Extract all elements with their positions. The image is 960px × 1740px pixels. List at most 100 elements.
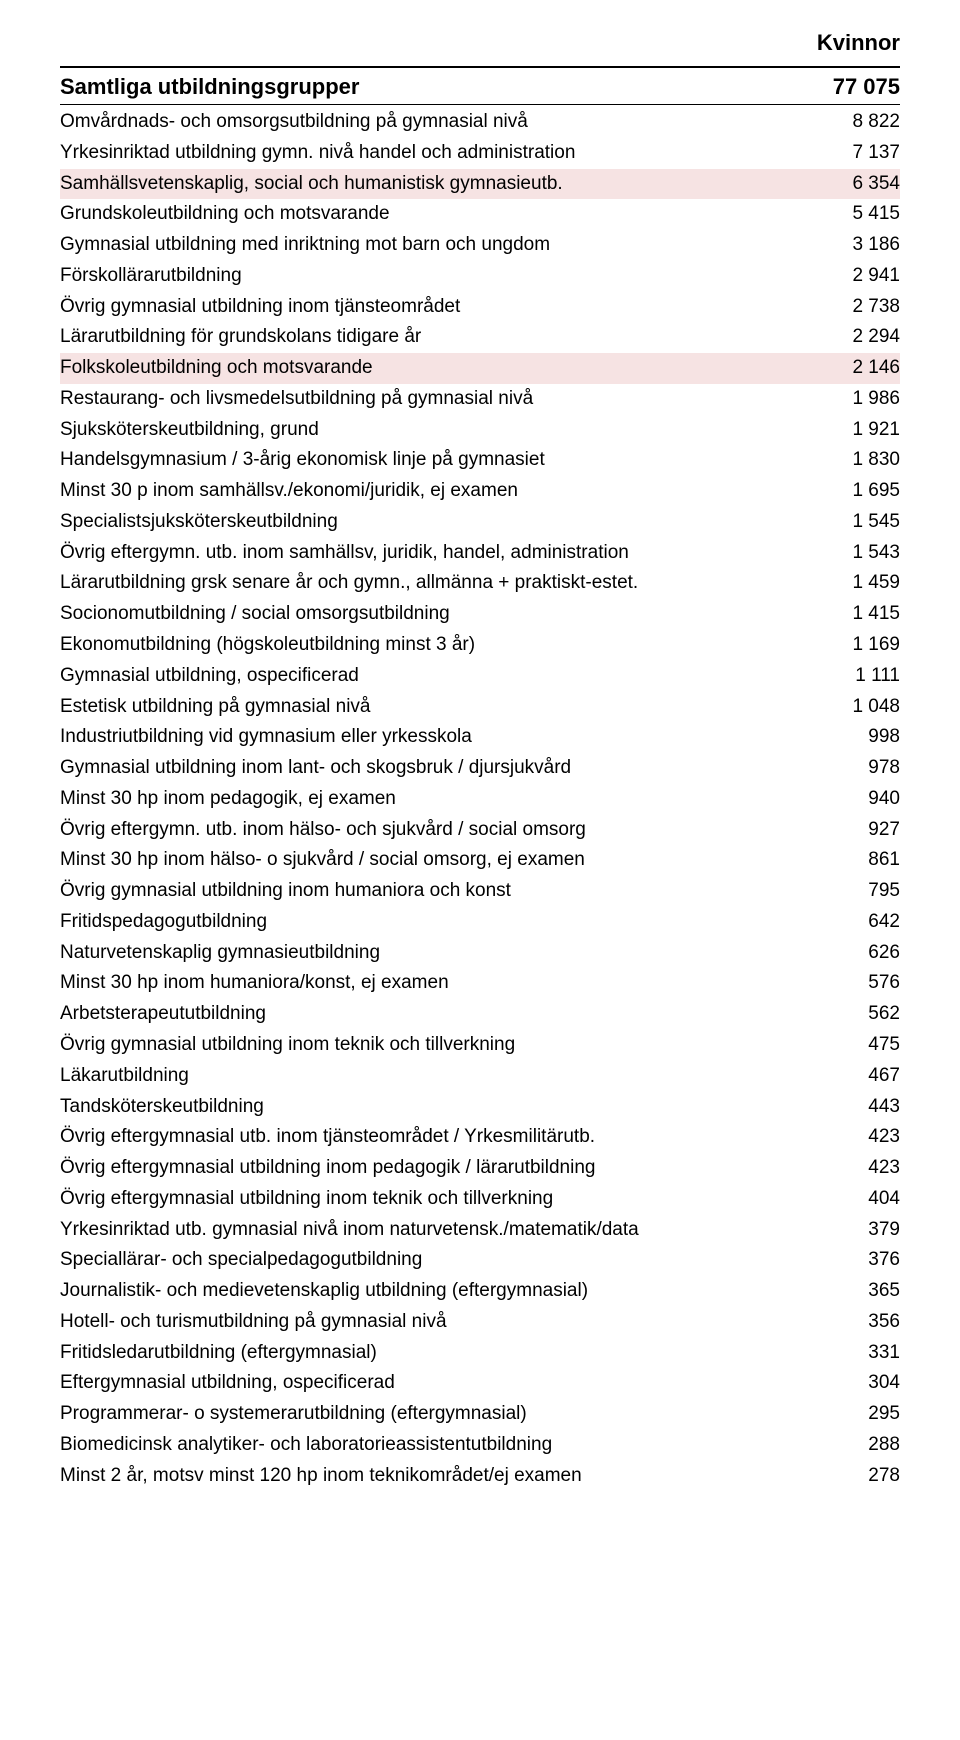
row-value: 1 543 — [820, 538, 900, 569]
row-value: 1 459 — [820, 568, 900, 599]
row-label: Yrkesinriktad utbildning gymn. nivå hand… — [60, 138, 820, 169]
table-row: Folkskoleutbildning och motsvarande2 146 — [60, 353, 900, 384]
table-row: Fritidsledarutbildning (eftergymnasial)3… — [60, 1338, 900, 1369]
row-label: Fritidspedagogutbildning — [60, 907, 820, 938]
row-label: Övrig gymnasial utbildning inom humanior… — [60, 876, 820, 907]
row-value: 467 — [820, 1061, 900, 1092]
table-row: Programmerar- o systemerarutbildning (ef… — [60, 1399, 900, 1430]
table-row: Minst 30 hp inom pedagogik, ej examen940 — [60, 784, 900, 815]
row-label: Ekonomutbildning (högskoleutbildning min… — [60, 630, 820, 661]
row-value: 576 — [820, 968, 900, 999]
title-label: Samtliga utbildningsgrupper — [60, 74, 820, 100]
row-label: Minst 2 år, motsv minst 120 hp inom tekn… — [60, 1461, 820, 1492]
row-value: 443 — [820, 1092, 900, 1123]
table-row: Industriutbildning vid gymnasium eller y… — [60, 722, 900, 753]
row-value: 304 — [820, 1368, 900, 1399]
row-label: Gymnasial utbildning med inriktning mot … — [60, 230, 820, 261]
row-value: 295 — [820, 1399, 900, 1430]
row-value: 288 — [820, 1430, 900, 1461]
table-row: Socionomutbildning / social omsorgsutbil… — [60, 599, 900, 630]
row-value: 940 — [820, 784, 900, 815]
table-row: Gymnasial utbildning, ospecificerad1 111 — [60, 661, 900, 692]
row-value: 1 111 — [820, 661, 900, 692]
row-label: Förskollärarutbildning — [60, 261, 820, 292]
row-label: Minst 30 p inom samhällsv./ekonomi/jurid… — [60, 476, 820, 507]
row-value: 3 186 — [820, 230, 900, 261]
column-header: Kvinnor — [60, 30, 900, 56]
row-value: 1 830 — [820, 445, 900, 476]
row-value: 423 — [820, 1122, 900, 1153]
table-row: Förskollärarutbildning2 941 — [60, 261, 900, 292]
row-value: 331 — [820, 1338, 900, 1369]
table-row: Gymnasial utbildning med inriktning mot … — [60, 230, 900, 261]
table-row: Samhällsvetenskaplig, social och humanis… — [60, 169, 900, 200]
row-label: Industriutbildning vid gymnasium eller y… — [60, 722, 820, 753]
row-value: 2 146 — [820, 353, 900, 384]
row-label: Speciallärar- och specialpedagogutbildni… — [60, 1245, 820, 1276]
table-row: Grundskoleutbildning och motsvarande5 41… — [60, 199, 900, 230]
table-row: Fritidspedagogutbildning642 — [60, 907, 900, 938]
row-value: 7 137 — [820, 138, 900, 169]
title-value: 77 075 — [820, 74, 900, 100]
row-label: Yrkesinriktad utb. gymnasial nivå inom n… — [60, 1215, 820, 1246]
row-value: 2 941 — [820, 261, 900, 292]
table-row: Övrig gymnasial utbildning inom tjänsteo… — [60, 292, 900, 323]
row-label: Övrig eftergymnasial utbildning inom ped… — [60, 1153, 820, 1184]
row-label: Biomedicinsk analytiker- och laboratorie… — [60, 1430, 820, 1461]
row-value: 376 — [820, 1245, 900, 1276]
table-row: Ekonomutbildning (högskoleutbildning min… — [60, 630, 900, 661]
rows-container: Omvårdnads- och omsorgsutbildning på gym… — [60, 107, 900, 1491]
row-label: Övrig gymnasial utbildning inom teknik o… — [60, 1030, 820, 1061]
table-row: Minst 30 p inom samhällsv./ekonomi/jurid… — [60, 476, 900, 507]
row-value: 365 — [820, 1276, 900, 1307]
row-label: Eftergymnasial utbildning, ospecificerad — [60, 1368, 820, 1399]
row-label: Estetisk utbildning på gymnasial nivå — [60, 692, 820, 723]
row-label: Socionomutbildning / social omsorgsutbil… — [60, 599, 820, 630]
row-label: Hotell- och turismutbildning på gymnasia… — [60, 1307, 820, 1338]
row-value: 1 545 — [820, 507, 900, 538]
table-row: Arbetsterapeututbildning562 — [60, 999, 900, 1030]
table-row: Övrig gymnasial utbildning inom teknik o… — [60, 1030, 900, 1061]
row-label: Lärarutbildning grsk senare år och gymn.… — [60, 568, 820, 599]
row-value: 1 415 — [820, 599, 900, 630]
row-label: Övrig gymnasial utbildning inom tjänsteo… — [60, 292, 820, 323]
row-value: 1 048 — [820, 692, 900, 723]
row-label: Minst 30 hp inom humaniora/konst, ej exa… — [60, 968, 820, 999]
row-value: 861 — [820, 845, 900, 876]
table-row: Gymnasial utbildning inom lant- och skog… — [60, 753, 900, 784]
table-row: Omvårdnads- och omsorgsutbildning på gym… — [60, 107, 900, 138]
row-label: Fritidsledarutbildning (eftergymnasial) — [60, 1338, 820, 1369]
row-value: 562 — [820, 999, 900, 1030]
table-row: Minst 2 år, motsv minst 120 hp inom tekn… — [60, 1461, 900, 1492]
row-label: Specialistsjuksköterskeutbildning — [60, 507, 820, 538]
row-value: 356 — [820, 1307, 900, 1338]
table-row: Yrkesinriktad utb. gymnasial nivå inom n… — [60, 1215, 900, 1246]
row-value: 795 — [820, 876, 900, 907]
row-label: Tandsköterskeutbildning — [60, 1092, 820, 1123]
row-value: 642 — [820, 907, 900, 938]
table-row: Övrig eftergymn. utb. inom hälso- och sj… — [60, 815, 900, 846]
row-label: Övrig eftergymn. utb. inom hälso- och sj… — [60, 815, 820, 846]
table-row: Specialistsjuksköterskeutbildning1 545 — [60, 507, 900, 538]
table-row: Speciallärar- och specialpedagogutbildni… — [60, 1245, 900, 1276]
table-row: Naturvetenskaplig gymnasieutbildning626 — [60, 938, 900, 969]
row-label: Övrig eftergymn. utb. inom samhällsv, ju… — [60, 538, 820, 569]
row-value: 626 — [820, 938, 900, 969]
row-value: 475 — [820, 1030, 900, 1061]
row-value: 6 354 — [820, 169, 900, 200]
table-row: Tandsköterskeutbildning443 — [60, 1092, 900, 1123]
row-label: Arbetsterapeututbildning — [60, 999, 820, 1030]
table-row: Övrig eftergymnasial utb. inom tjänsteom… — [60, 1122, 900, 1153]
row-value: 404 — [820, 1184, 900, 1215]
row-value: 278 — [820, 1461, 900, 1492]
title-row: Samtliga utbildningsgrupper 77 075 — [60, 66, 900, 105]
row-value: 379 — [820, 1215, 900, 1246]
row-label: Samhällsvetenskaplig, social och humanis… — [60, 169, 820, 200]
table-row: Övrig eftergymn. utb. inom samhällsv, ju… — [60, 538, 900, 569]
table-row: Estetisk utbildning på gymnasial nivå1 0… — [60, 692, 900, 723]
row-label: Övrig eftergymnasial utb. inom tjänsteom… — [60, 1122, 820, 1153]
row-label: Omvårdnads- och omsorgsutbildning på gym… — [60, 107, 820, 138]
row-label: Naturvetenskaplig gymnasieutbildning — [60, 938, 820, 969]
table-row: Biomedicinsk analytiker- och laboratorie… — [60, 1430, 900, 1461]
row-label: Restaurang- och livsmedelsutbildning på … — [60, 384, 820, 415]
